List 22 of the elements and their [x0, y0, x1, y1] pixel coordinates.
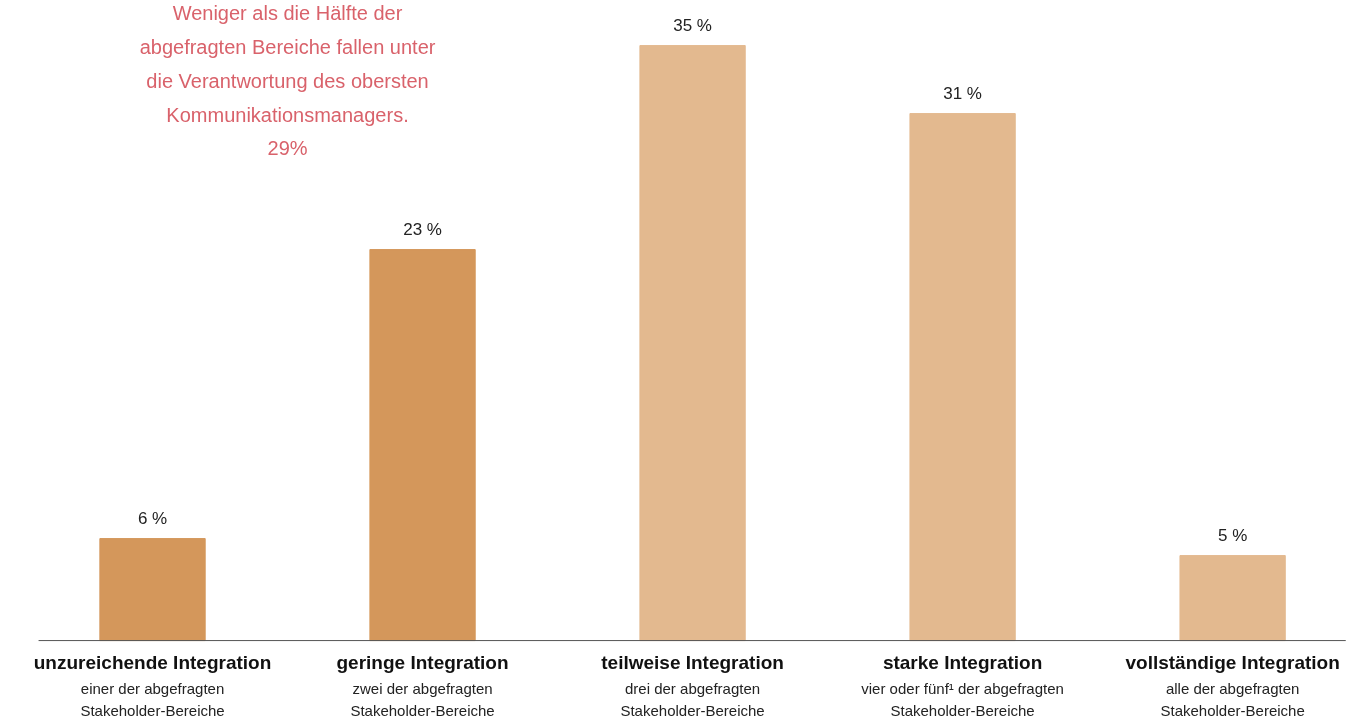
data-label: 5 %: [1217, 526, 1248, 546]
data-label: 23 %: [403, 220, 442, 240]
text: einer der abgefragten Stakeholder-Bereiche: [80, 679, 225, 719]
bar: [99, 538, 206, 642]
x-tick-label: starke Integration: [882, 652, 1043, 674]
x-tick-label: teilweise Integration: [601, 652, 784, 674]
text: alle der abgefragten Stakeholder-Bereiche: [1160, 679, 1305, 719]
x-tick-label: unzureichende Integration: [33, 652, 272, 674]
text: drei der abgefragten Stakeholder-Bereiche: [620, 679, 765, 719]
text: zwei der abgefragten Stakeholder-Bereiche: [350, 679, 495, 719]
x-tick-label: geringe Integration: [336, 652, 509, 674]
annotation: Weniger als die Hälfte der abgefragten Bereiche fallen unter die Verantwortung des obersten Kommunikationsmanagers.: [139, 2, 436, 127]
data-label: 31 %: [943, 84, 982, 104]
text: vier oder fünf¹ der abgefragten Stakeholder-Bereiche: [861, 679, 1064, 719]
bar: [639, 45, 746, 642]
bar: [1179, 555, 1286, 642]
bar: [369, 249, 476, 642]
data-label: 35 %: [673, 16, 712, 36]
x-tick-label: vollständige Integration: [1125, 652, 1340, 674]
bar: [909, 113, 1016, 642]
annotation: 29%: [267, 137, 308, 160]
data-label: 6 %: [137, 509, 168, 529]
